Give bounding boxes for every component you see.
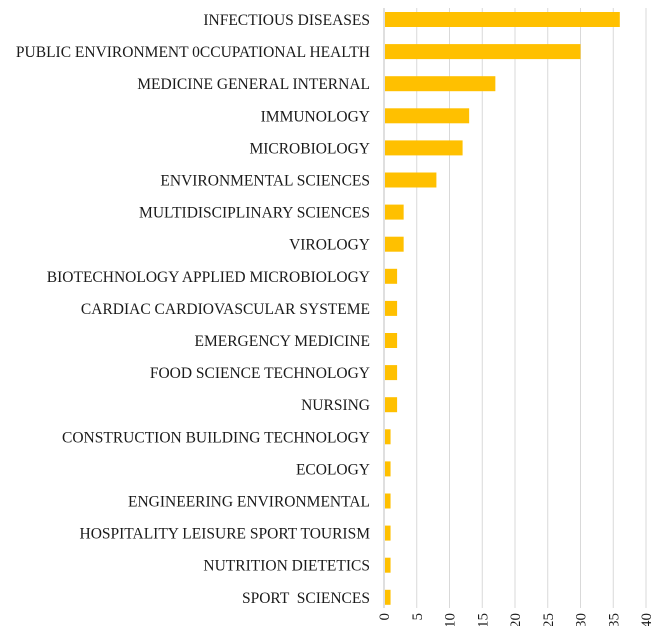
category-label: ENVIRONMENTAL SCIENCES [160,173,370,190]
bar [385,236,404,252]
bar [385,44,581,60]
bar [385,589,391,605]
x-tick-label: 10 [443,613,459,626]
x-tick-label: 30 [574,613,590,626]
x-tick-label: 20 [508,613,524,626]
category-label: MEDICINE GENERAL INTERNAL [137,76,370,93]
category-label: NUTRITION DIETETICS [203,558,370,575]
bar [385,12,620,27]
bar [385,557,391,573]
category-label: IMMUNOLOGY [261,108,370,125]
bar [385,76,496,92]
bar [385,172,437,188]
category-label: ECOLOGY [296,461,370,478]
bar [385,493,391,509]
category-labels: INFECTIOUS DISEASES PUBLIC ENVIRONMENT 0C… [16,12,370,607]
category-label: HOSPITALITY LEISURE SPORT TOURISM [80,526,371,543]
bar [385,525,391,541]
category-label: CARDIAC CARDIOVASCULAR SYSTEME [81,301,370,318]
x-tick-label: 35 [606,613,622,626]
category-label: MULTIDISCIPLINARY SCIENCES [139,205,370,222]
x-tick-label: 5 [410,613,426,621]
bar [385,140,463,156]
category-label: INFECTIOUS DISEASES [203,12,370,29]
bar [385,365,398,381]
category-label: PUBLIC ENVIRONMENT 0CCUPATIONAL HEALTH [16,44,370,61]
x-tick-label: 40 [639,613,655,626]
bars-group [385,12,620,605]
bar [385,300,398,316]
bar [385,204,404,220]
category-label: NURSING [301,397,370,414]
bar [385,268,398,284]
category-label: MICROBIOLOGY [249,140,370,157]
category-label: VIROLOGY [289,237,370,254]
x-tick-label: 0 [377,613,393,621]
bar [385,429,391,445]
bar [385,108,470,124]
category-label: ENGINEERING ENVIRONMENTAL [128,494,370,511]
x-tick-label: 25 [541,613,557,626]
bar [385,397,398,413]
category-label: BIOTECHNOLOGY APPLIED MICROBIOLOGY [47,269,370,286]
grid-lines [416,8,647,608]
category-label: SPORT SCIENCES [242,590,370,607]
x-tick-label: 15 [475,613,491,626]
category-label: CONSTRUCTION BUILDING TECHNOLOGY [62,429,370,446]
bar [385,461,391,477]
x-tick-labels: 0 5 10 15 20 25 30 35 40 [377,613,655,626]
category-label: FOOD SCIENCE TECHNOLOGY [150,365,370,382]
bar [385,333,398,348]
category-label: EMERGENCY MEDICINE [194,333,370,350]
